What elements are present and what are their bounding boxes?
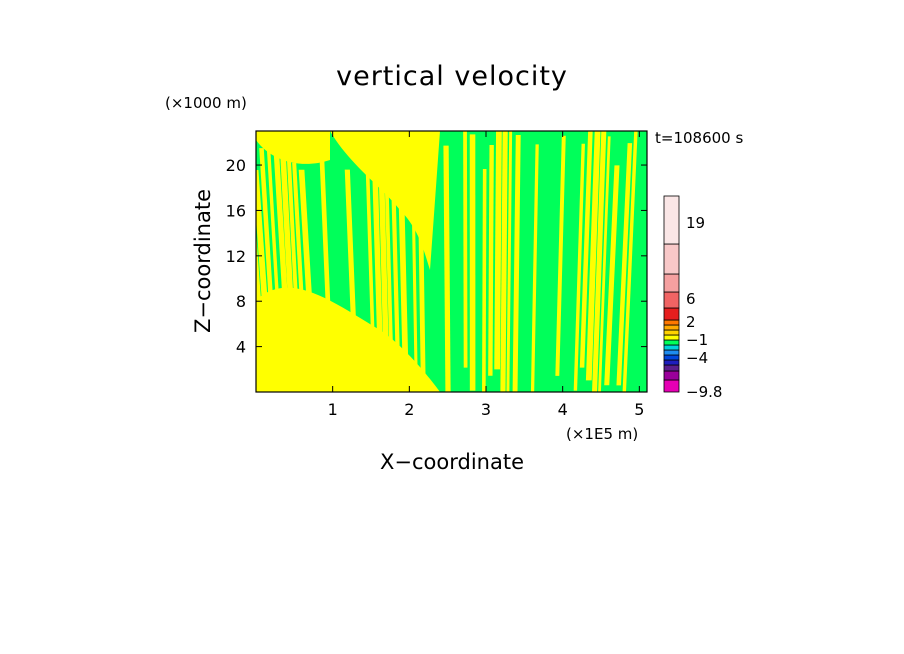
colorbar-swatch [663,370,680,381]
updraft-region [330,131,440,270]
updraft-band [364,131,376,370]
y-unit-label: (×1000 m) [165,94,247,112]
updraft-band [530,144,539,392]
colorbar-swatch [663,379,680,393]
x-axis-label: X−coordinate [380,450,524,474]
updraft-band [573,143,585,391]
y-axis-label: Z−coordinate [191,189,215,333]
updraft-band [500,131,508,392]
updraft-band [592,131,607,392]
contour-field [256,131,638,392]
y-tick-label: 12 [226,247,246,266]
x-tick-label: 2 [404,400,414,419]
updraft-band [604,165,620,386]
x-unit-label: (×1E5 m) [566,425,638,443]
x-tick-label: 3 [481,400,491,419]
colorbar-label: 19 [686,214,705,232]
updraft-band [616,143,633,386]
colorbar [663,195,680,393]
updraft-band [579,131,593,368]
updraft-band [512,135,521,392]
updraft-region [256,131,330,164]
colorbar-swatch [663,329,680,336]
updraft-band [488,144,494,376]
colorbar-swatch [663,359,680,366]
y-tick-label: 16 [226,201,246,220]
updraft-band [469,134,476,391]
colorbar-swatch [663,307,680,321]
y-tick-label: 8 [236,292,246,311]
y-tick-label: 20 [226,156,246,175]
x-axis-ticks: 1 2 3 4 5 [328,131,644,419]
plot-frame [255,130,648,393]
colorbar-label: −1 [686,331,708,349]
colorbar-swatch [663,291,680,309]
colorbar-label: −4 [686,349,708,367]
updraft-band [482,169,487,392]
updraft-region [256,287,440,392]
updraft-band [463,131,468,368]
colorbar-label: 6 [686,290,696,308]
updraft-band [494,131,502,370]
updraft-band [555,135,566,376]
colorbar-swatch [663,349,680,356]
updraft-band [384,163,395,392]
colorbar-swatch [663,243,680,275]
colorbar-swatch [663,324,680,331]
colorbar-swatch [663,319,680,326]
colorbar-label: 2 [686,313,696,331]
x-tick-label: 4 [558,400,568,419]
colorbar-swatch [663,339,680,346]
updraft-band [390,169,401,391]
y-axis-ticks: 4 8 12 16 20 [226,156,647,357]
plot-area [255,130,648,393]
colorbar-swatch [663,195,680,245]
colorbar-labels: 19 6 2−1−4 −9.8 [686,214,722,401]
colorbar-swatch [663,344,680,351]
colorbar-swatch [663,334,680,341]
updraft-band [377,133,390,392]
colorbar-swatch [663,273,680,293]
updraft-band [598,136,611,392]
colorbar-swatch [663,364,680,372]
updraft-band [585,131,601,381]
updraft-band [443,145,451,392]
x-tick-label: 5 [634,400,644,419]
updraft-band [371,131,384,376]
updraft-band [622,131,638,392]
colorbar-swatch [663,354,680,361]
time-label: t=108600 s [655,129,743,147]
y-tick-label: 4 [236,338,246,357]
x-tick-label: 1 [328,400,338,419]
updraft-band [506,131,513,392]
colorbar-label: −9.8 [686,383,722,401]
chart-title: vertical velocity [336,61,568,92]
